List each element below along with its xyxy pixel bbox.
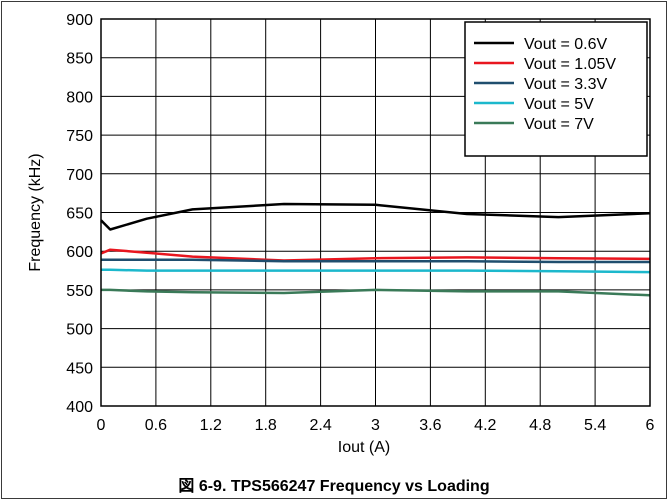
legend-label-2: Vout = 1.05V [524, 56, 616, 73]
x-tick-label: 0 [97, 417, 106, 434]
y-tick-label: 500 [66, 322, 93, 339]
y-tick-label: 400 [66, 399, 93, 416]
legend: Vout = 0.6V Vout = 1.05V Vout = 3.3V Vout =… [464, 21, 648, 157]
legend-label-3: Vout = 3.3V [524, 76, 608, 93]
series-line-1 [100, 202, 651, 231]
x-tick-label: 1.8 [255, 417, 277, 434]
x-tick-label: 3 [371, 417, 380, 434]
x-tick-label: 2.4 [309, 417, 331, 434]
series-line-4 [101, 268, 651, 274]
x-axis-label: Iout (A) [338, 439, 390, 456]
y-tick-label: 600 [66, 244, 93, 261]
legend-box [464, 21, 648, 157]
x-tick-label: 4.2 [474, 417, 496, 434]
series-line-3 [101, 258, 650, 264]
y-tick-label: 650 [66, 206, 93, 223]
y-tick-label: 450 [66, 360, 93, 377]
plot-border [100, 18, 651, 407]
x-tick-label: 6 [646, 417, 655, 434]
x-tick-label: 0.6 [145, 417, 167, 434]
legend-label-5: Vout = 7V [524, 116, 594, 133]
y-tick-label: 800 [66, 89, 93, 106]
y-tick-label: 850 [66, 51, 93, 68]
y-tick-label: 700 [66, 167, 93, 184]
figure-caption: 図 6-9. TPS566247 Frequency vs Loading [178, 477, 489, 495]
y-axis-label: Frequency (kHz) [27, 153, 44, 271]
x-tick-label: 4.8 [529, 417, 551, 434]
y-tick-label: 750 [66, 128, 93, 145]
x-tick-labels: 0 0.6 1.2 1.8 2.4 3 3.6 4.2 4.8 5.4 6 [97, 417, 655, 434]
y-tick-labels: 400 450 500 550 600 650 700 750 800 850 900 [66, 12, 93, 416]
legend-label-1: Vout = 0.6V [524, 36, 608, 53]
legend-label-4: Vout = 5V [524, 96, 594, 113]
series-line-5 [101, 288, 651, 297]
series-lines [100, 202, 651, 297]
x-tick-label: 1.2 [200, 417, 222, 434]
x-tick-label: 5.4 [584, 417, 606, 434]
x-tick-label: 3.6 [419, 417, 441, 434]
y-tick-label: 900 [66, 12, 93, 29]
y-tick-label: 550 [66, 283, 93, 300]
